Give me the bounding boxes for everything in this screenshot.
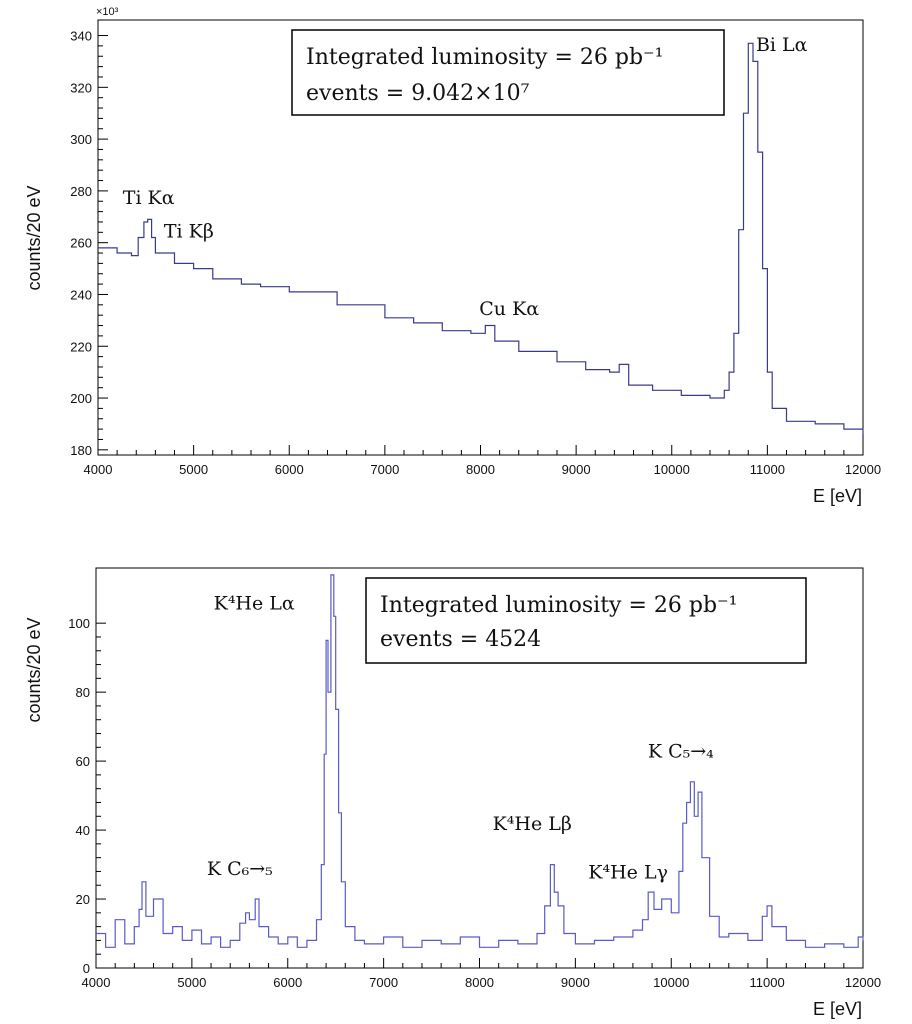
top-x-axis-label: E [eV] [813, 486, 862, 506]
top-y-tick-label: 180 [70, 443, 92, 458]
top-x-tick-label: 8000 [466, 462, 495, 477]
bottom-x-axis-label: E [eV] [813, 999, 862, 1019]
top-info-box: Integrated luminosity = 26 pb⁻¹ events =… [291, 29, 725, 116]
bottom-info-box: Integrated luminosity = 26 pb⁻¹ events =… [365, 577, 807, 664]
bottom-x-tick-label: 5000 [177, 975, 206, 990]
bottom-y-tick-label: 40 [76, 823, 90, 838]
top-peak-label: Bi Lα [756, 34, 808, 56]
top-x-tick-label: 6000 [275, 462, 304, 477]
bottom-spectrum-series-0 [96, 574, 864, 948]
top-y-tick-label: 280 [70, 184, 92, 199]
top-x-tick-label: 7000 [370, 462, 399, 477]
bottom-x-tick-label: 9000 [561, 975, 590, 990]
top-x-tick-label: 12000 [845, 462, 881, 477]
bottom-y-tick-label: 20 [76, 892, 90, 907]
bottom-y-tick-label: 80 [76, 685, 90, 700]
top-spectrum-series-0 [98, 42, 864, 435]
bottom-y-axis-label: counts/20 eV [24, 617, 44, 722]
top-peak-label: Ti Kα [123, 187, 175, 209]
top-peak-label: Cu Kα [479, 298, 539, 320]
bottom-y-tick-label: 0 [83, 961, 90, 976]
top-y-multiplier: ×10³ [96, 6, 119, 18]
top-x-tick-label: 11000 [750, 462, 785, 477]
top-spectrum-panel: 4000 5000 6000 7000 8000 9000 10000 11000 12000 1… [24, 6, 881, 506]
bottom-x-tick-label: 11000 [750, 975, 785, 990]
bottom-x-tick-label: 8000 [465, 975, 494, 990]
bottom-y-tick-label: 60 [76, 754, 90, 769]
top-x-tick-label: 5000 [179, 462, 208, 477]
bottom-info-box-frame [365, 577, 807, 664]
top-y-tick-label: 200 [70, 391, 92, 406]
bottom-x-tick-label: 7000 [369, 975, 398, 990]
top-peak-label: Ti Kβ [164, 221, 214, 243]
top-y-tick-label: 220 [70, 339, 92, 354]
bottom-peak-label: K⁴He Lβ [493, 813, 572, 835]
bottom-peak-label: K C₆→₅ [207, 858, 273, 880]
bottom-x-tick-label: 10000 [653, 975, 689, 990]
top-x-tick-label: 9000 [562, 462, 591, 477]
top-x-tick-label: 4000 [84, 462, 113, 477]
bottom-spectrum-panel: 4000 5000 6000 7000 8000 9000 10000 11000 12000 0… [24, 567, 881, 1019]
top-y-tick-label: 300 [70, 132, 92, 147]
top-y-tick-label: 260 [70, 236, 92, 251]
top-info-line-1: Integrated luminosity = 26 pb⁻¹ [306, 45, 664, 70]
top-y-tick-label: 320 [70, 80, 92, 95]
top-y-tick-label: 340 [70, 29, 92, 44]
bottom-peak-label: K⁴He Lγ [588, 861, 668, 883]
bottom-info-line-2: events = 4524 [380, 627, 541, 652]
top-y-axis-label: counts/20 eV [24, 185, 44, 290]
top-y-tick-label: 240 [70, 287, 92, 302]
top-x-tick-label: 10000 [654, 462, 690, 477]
bottom-peak-label: K⁴He Lα [214, 592, 295, 614]
bottom-x-tick-label: 6000 [273, 975, 302, 990]
bottom-peak-label: K C₅→₄ [648, 741, 714, 763]
bottom-x-tick-label: 4000 [82, 975, 111, 990]
top-info-line-2: events = 9.042×10⁷ [306, 81, 530, 106]
bottom-y-tick-label: 100 [68, 616, 90, 631]
bottom-info-line-1: Integrated luminosity = 26 pb⁻¹ [380, 593, 738, 618]
top-info-box-frame [291, 29, 725, 116]
bottom-x-tick-label: 12000 [845, 975, 881, 990]
